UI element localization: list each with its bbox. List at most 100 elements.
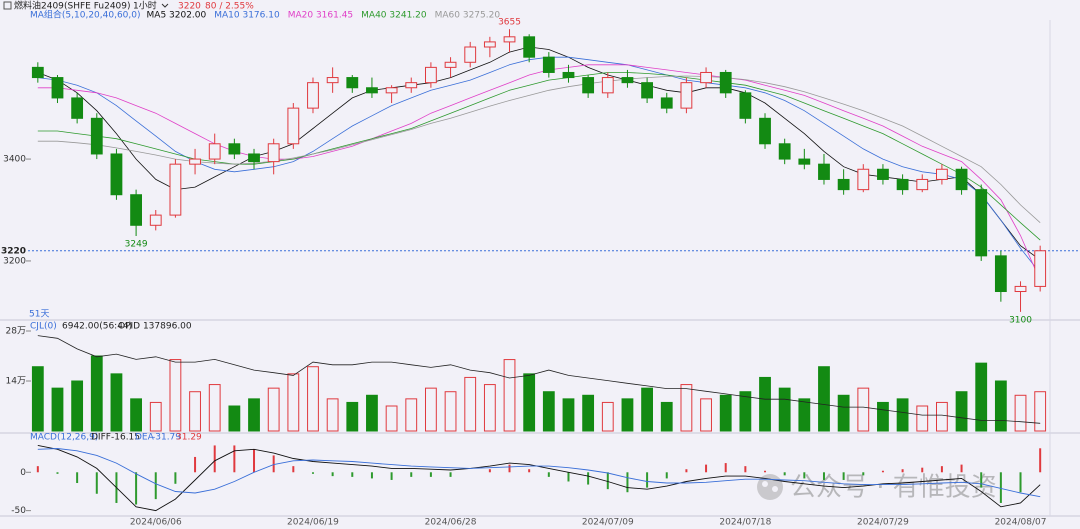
volume-bar [1034,391,1047,432]
ma-line [37,64,1041,281]
x-tick-label: 2024/06/19 [287,518,339,528]
candle-body [523,36,536,58]
candle-body [1034,250,1047,287]
candle-body [248,153,260,163]
last-price: 3220 [178,2,201,12]
candle-body [660,97,673,109]
candle-body [366,87,378,94]
candle-body [169,163,182,216]
volume-bar [346,401,359,432]
candle-body [975,189,988,257]
candle-body [582,77,595,94]
candle-body [621,77,634,84]
volume-bar [1014,394,1027,432]
candle-body [130,194,143,226]
candle-body [857,168,870,191]
volume-bar [641,387,654,432]
ma-line [37,46,1041,261]
watermark-text: 公众号 · 有惟投资 [790,473,997,503]
candle-body [90,117,103,155]
candle-body [110,153,123,196]
candle-body [778,143,791,160]
volume-bar [503,359,516,432]
dea-legend: DEA [135,433,155,443]
volume-bar [935,401,948,432]
y-tick-label: 3200 [3,256,26,266]
candle-body [935,168,948,180]
y-tick-label: 28万 [6,327,26,337]
candle-body [385,87,398,94]
candle-body [601,77,614,94]
candle-body [916,178,929,191]
candle-body [700,71,712,84]
diff-value: -16.15 [111,433,140,443]
candle-body [818,163,830,180]
high-annotation: 3655 [498,18,521,28]
volume-bar [326,398,339,432]
candle-body [405,82,418,89]
candle-body [346,77,359,89]
period[interactable]: 1小时 [133,0,157,12]
volume-bar [916,405,929,432]
volume-bar [601,401,614,432]
volume-bar [542,391,555,432]
macd-line [37,448,1041,498]
volume-bar [149,401,162,432]
macd-title: MACD(12,26,9) [30,433,98,443]
volume-bar [759,376,771,432]
volume-bar [660,401,673,432]
low-annotation: 3100 [1009,315,1032,325]
volume-bar [71,380,84,432]
candle-body [680,82,693,109]
legend-entry: MA10 3176.10 [214,11,280,21]
period-dropdown[interactable] [161,3,169,8]
candle-body [1014,285,1027,293]
candle-body [31,66,44,79]
candle-body [208,143,221,160]
low-annotation: 3249 [125,239,148,249]
volume-bar [739,391,752,432]
candle-body [483,41,496,48]
candle-body [287,107,300,145]
candle-body [896,178,909,191]
candle-body [837,178,850,191]
volume-bar [110,373,123,432]
volume-bar [130,398,143,432]
ma-line [37,72,1041,241]
candle-body [464,46,477,63]
x-tick-label: 2024/07/29 [857,518,909,528]
volume-bar [405,398,418,432]
symbol-code: (SHFE Fu2409) [64,2,131,12]
volume-bar [444,391,457,432]
volume-bar [267,387,280,432]
volume-bar [562,398,575,432]
y-tick-label: 0 [20,468,26,478]
legend-entry: MA20 3161.45 [288,11,353,21]
volume-bar [955,391,968,432]
price-change: 80 / 2.55% [205,2,254,12]
candle-body [326,77,339,84]
ma-title: MA组合(5,10,20,40,60,0) [30,9,141,21]
menu-icon[interactable] [3,1,12,10]
x-tick-label: 2024/08/07 [995,518,1047,528]
candle-body [267,143,280,163]
volume-bar [189,391,201,432]
symbol: 燃料油2409 [14,0,64,12]
candle-body [51,77,64,99]
volume-bar [857,387,870,432]
volume-bar [582,394,595,432]
x-tick-label: 2024/06/28 [425,518,477,528]
volume-bar [31,366,44,432]
ma-line [37,75,1041,223]
x-tick-label: 2024/06/06 [130,518,182,528]
opid-legend: OPID 137896.00 [118,322,192,332]
volume-bar [208,384,221,432]
candle-body [955,168,968,191]
volume-bar [483,384,496,432]
volume-bar [896,398,909,432]
volume-bar [523,373,536,432]
candle-body [424,66,437,84]
candle-body [719,71,732,94]
